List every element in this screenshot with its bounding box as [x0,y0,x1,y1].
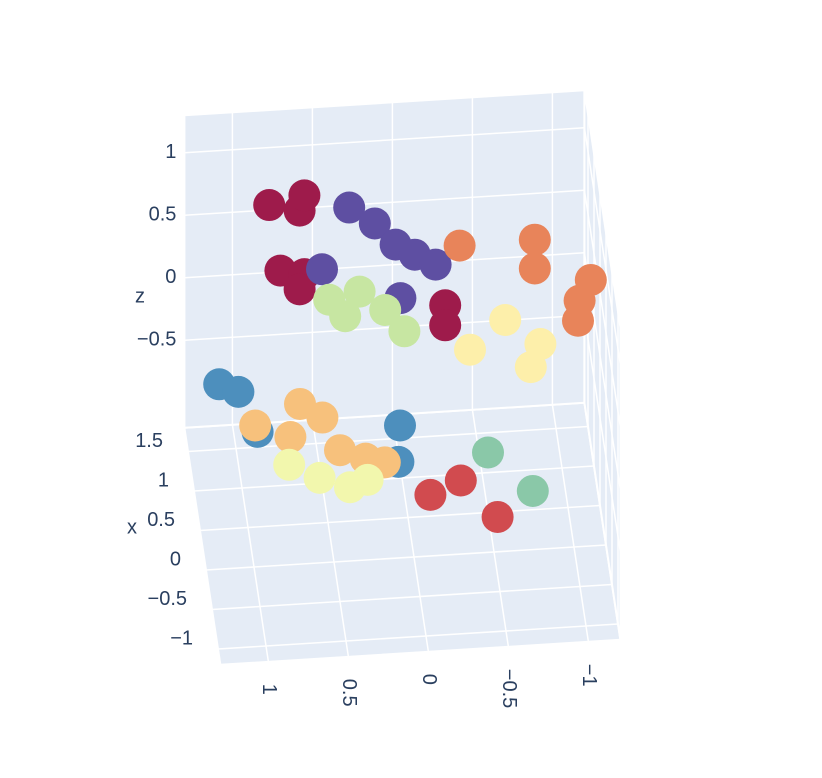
point [419,248,452,281]
x-tick-label: 1 [158,469,169,491]
grid-line [551,404,590,642]
x-tick-label: 1.5 [135,430,163,452]
point [454,333,486,366]
points [203,179,607,533]
point [288,179,321,212]
grid-line [583,127,622,365]
point [472,436,504,469]
point [518,252,551,285]
z-tick-label: 0.5 [149,204,177,226]
point [443,229,476,262]
scene [183,89,622,666]
grid-line [583,190,622,428]
y-tick-label: 0.5 [338,679,360,707]
grid-line [583,315,622,553]
point [329,300,362,333]
grid-line [311,419,350,657]
z-tick-label: 1 [165,141,176,163]
grid-line [217,623,619,650]
point [273,448,306,481]
axis-labels: −1 −0.5 0 0.5 1 1.5 −1 −0.5 0 0.5 1 −0.5 0 0.5 1 [135,141,600,708]
point [489,304,522,336]
z-tick-label: 0 [165,266,176,288]
point [384,409,416,442]
grid-line [199,504,601,532]
grid-line [193,465,595,492]
point [562,304,594,337]
point [306,253,338,286]
point [343,275,376,308]
point [324,434,356,467]
y-tick-label: 1 [258,684,280,695]
grid-line [184,252,585,279]
point [516,474,549,507]
point [358,207,391,240]
grid-line [231,424,270,662]
point [481,500,514,533]
point [369,294,402,326]
grid-line [205,544,607,571]
x-tick-label: 0 [170,548,181,570]
point [351,463,384,496]
point [303,461,336,494]
y-tick-label: −0.5 [498,669,520,708]
x-tick-label: −1 [170,627,193,649]
point [239,409,272,442]
point [444,464,477,497]
point [274,421,307,454]
z-axis-title: z [135,285,145,307]
point [253,189,286,222]
grid-line [184,127,585,154]
z-tick-label: −0.5 [137,329,176,351]
point [429,309,462,342]
point [388,315,421,348]
y-tick-label: 0 [418,674,440,685]
point [414,478,447,511]
point [518,223,551,256]
point [333,191,366,224]
y-tick-label: −1 [578,664,600,687]
x-tick-label: −0.5 [148,588,187,610]
x-axis-title: x [127,516,137,538]
point [514,351,547,384]
grid-line [211,583,613,611]
point [306,401,339,434]
x-tick-label: 0.5 [147,509,175,531]
grid-line [184,189,585,217]
point [283,273,316,306]
point [222,375,255,408]
